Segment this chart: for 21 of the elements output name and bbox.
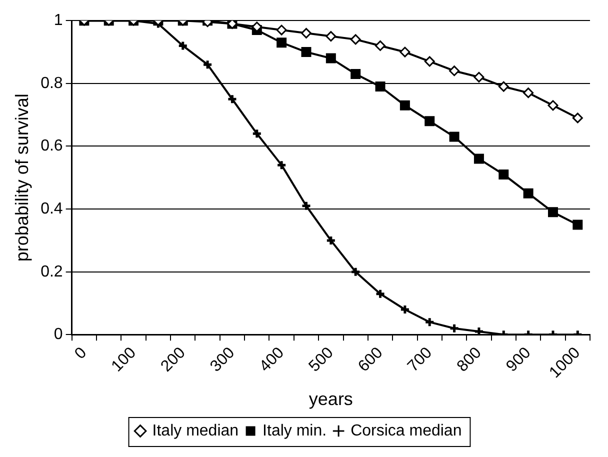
x-tick-label: 100	[108, 344, 140, 376]
x-tick-label: 600	[355, 344, 386, 376]
legend-label: Italy min.	[262, 422, 327, 440]
x-tick-label: 200	[158, 344, 189, 376]
x-tick-label: 800	[454, 344, 485, 376]
legend-label: Italy median	[152, 422, 239, 440]
legend-label: Corsica median	[350, 422, 462, 440]
y-tick-label: 0.2	[40, 263, 63, 280]
x-tick-label: 700	[404, 344, 436, 376]
x-tick-label: 500	[306, 344, 337, 376]
y-tick-label: 0.4	[40, 200, 63, 218]
y-tick-label: 0	[54, 326, 63, 344]
y-tick-label: 0.8	[40, 74, 63, 92]
x-tick-label: 900	[503, 344, 534, 376]
y-tick-label: 1	[54, 12, 63, 30]
x-tick-label: 400	[256, 344, 288, 376]
x-tick-label: 300	[207, 344, 238, 376]
x-tick-label: 0	[72, 344, 90, 363]
x-axis-title: years	[308, 389, 353, 410]
y-tick-label: 0.6	[40, 138, 63, 155]
y-axis-title: probability of survival	[12, 94, 32, 262]
